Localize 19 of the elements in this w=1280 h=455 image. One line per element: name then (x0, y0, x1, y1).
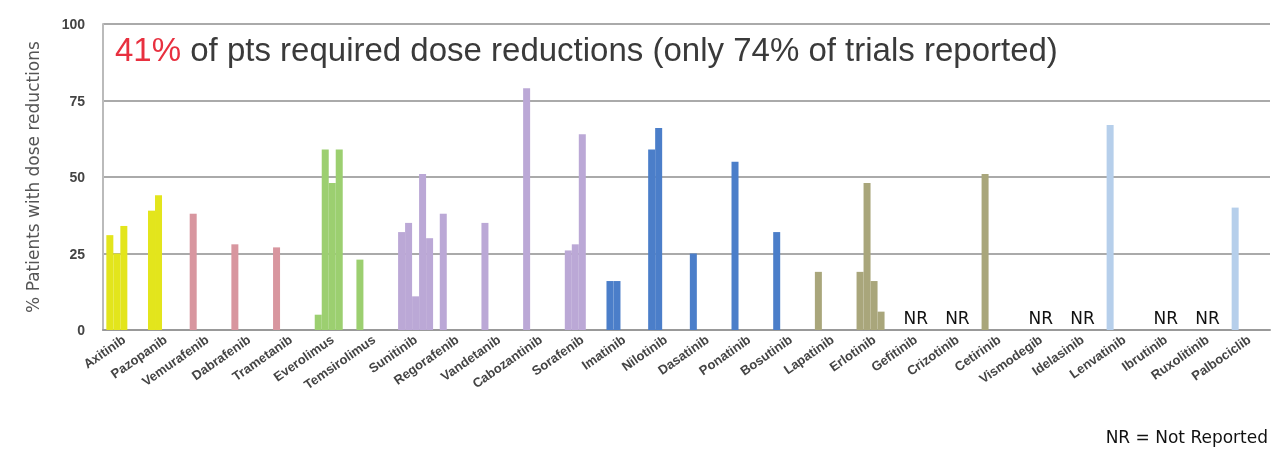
bar (1106, 124, 1114, 330)
bar (1231, 207, 1239, 330)
y-tick-label: 100 (61, 16, 86, 32)
y-axis-title: % Patients with dose reductions (22, 40, 43, 313)
text: NR (1028, 307, 1054, 328)
text: NR (1070, 307, 1095, 328)
y-tick-label: 25 (69, 245, 86, 262)
text: NR (945, 307, 970, 328)
y-tick-label: 50 (69, 169, 86, 185)
bar (189, 213, 197, 330)
chart-title: 41% of pts required dose reductions (only 74% of trials reported) (115, 31, 1058, 68)
text: NR (903, 307, 928, 328)
text: NR = Not Reported (1105, 426, 1268, 447)
y-tick-label: 0 (77, 322, 86, 338)
text: NR (1195, 307, 1220, 328)
bar (231, 244, 239, 330)
y-tick-label: 75 (69, 92, 86, 109)
bar (273, 247, 281, 330)
text: NR (1153, 307, 1179, 328)
